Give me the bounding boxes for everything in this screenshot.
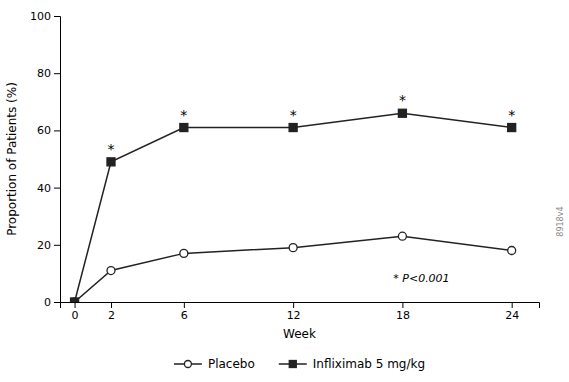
side-label: 8918v4 — [556, 206, 565, 236]
point-annotation: * — [290, 107, 297, 123]
tick-mark — [293, 302, 294, 308]
y-axis-title: Proportion of Patients (%) — [5, 82, 19, 236]
point — [289, 244, 297, 252]
tick: 80 — [37, 67, 60, 80]
chart: 0 2 6 12 18 24 0 20 40 60 80 100 Week Proportion of P… — [0, 0, 569, 382]
series-line — [75, 236, 512, 302]
point — [289, 124, 297, 132]
point — [180, 124, 188, 132]
tick-mark — [54, 188, 60, 189]
tick-mark — [402, 302, 403, 308]
legend-item: Placebo — [174, 357, 255, 371]
point — [107, 158, 115, 166]
legend-label: Infliximab 5 mg/kg — [313, 357, 425, 371]
point — [180, 249, 188, 257]
tick: 0 — [44, 296, 60, 309]
point-annotation: * — [180, 107, 187, 123]
annotation: * P<0.001 — [393, 272, 449, 285]
annotations: * * * * * * P<0.001 8918v4 — [107, 92, 565, 285]
point-annotation: * — [508, 107, 515, 123]
point-annotation: * — [399, 92, 406, 108]
point — [398, 232, 406, 240]
series-line — [75, 113, 512, 302]
tick: 2 — [108, 302, 115, 322]
legend-marker — [289, 361, 296, 368]
tick-mark — [54, 73, 60, 74]
tick-mark — [54, 16, 60, 17]
tick-label: 24 — [505, 309, 519, 322]
point — [71, 298, 79, 302]
tick: 12 — [287, 302, 301, 322]
tick-label: 18 — [396, 309, 410, 322]
tick-mark — [184, 302, 185, 308]
tick-mark — [54, 302, 60, 303]
point — [508, 124, 516, 132]
legend-marker — [184, 361, 191, 368]
x-axis-title: Week — [283, 327, 316, 341]
tick: 6 — [181, 302, 188, 322]
tick-label: 2 — [108, 309, 115, 322]
tick: 18 — [396, 302, 410, 322]
point — [71, 298, 79, 302]
point-annotation: * — [107, 141, 114, 157]
tick-mark — [54, 245, 60, 246]
tick-mark — [111, 302, 112, 308]
point — [107, 267, 115, 275]
tick-mark — [512, 302, 513, 308]
axis-line — [54, 17, 61, 303]
tick: 100 — [30, 10, 60, 23]
point — [398, 109, 406, 117]
tick: 60 — [37, 124, 60, 137]
y-axis: 0 20 40 60 80 100 — [30, 10, 61, 309]
point — [508, 247, 516, 255]
tick-label: 6 — [181, 309, 188, 322]
tick-label: 0 — [72, 309, 79, 322]
tick-label: 12 — [287, 309, 301, 322]
marks — [71, 109, 516, 302]
tick-label: 80 — [37, 67, 51, 80]
legend: Placebo Infliximab 5 mg/kg — [174, 357, 425, 371]
tick-label: 100 — [30, 10, 51, 23]
tick: 24 — [505, 302, 519, 322]
legend-item: Infliximab 5 mg/kg — [279, 357, 425, 371]
tick-label: 60 — [37, 124, 51, 137]
tick-mark — [75, 302, 76, 308]
tick: 40 — [37, 182, 60, 195]
axis-line — [61, 303, 540, 309]
tick-label: 20 — [37, 239, 51, 252]
tick-mark — [54, 130, 60, 131]
plot: 0 2 6 12 18 24 0 20 40 60 80 100 Week Proportion of P… — [5, 10, 540, 341]
tick-label: 40 — [37, 182, 51, 195]
tick-label: 0 — [44, 296, 51, 309]
tick: 20 — [37, 239, 60, 252]
tick: 0 — [72, 302, 79, 322]
legend-label: Placebo — [208, 357, 255, 371]
x-axis: 0 2 6 12 18 24 — [61, 302, 540, 322]
